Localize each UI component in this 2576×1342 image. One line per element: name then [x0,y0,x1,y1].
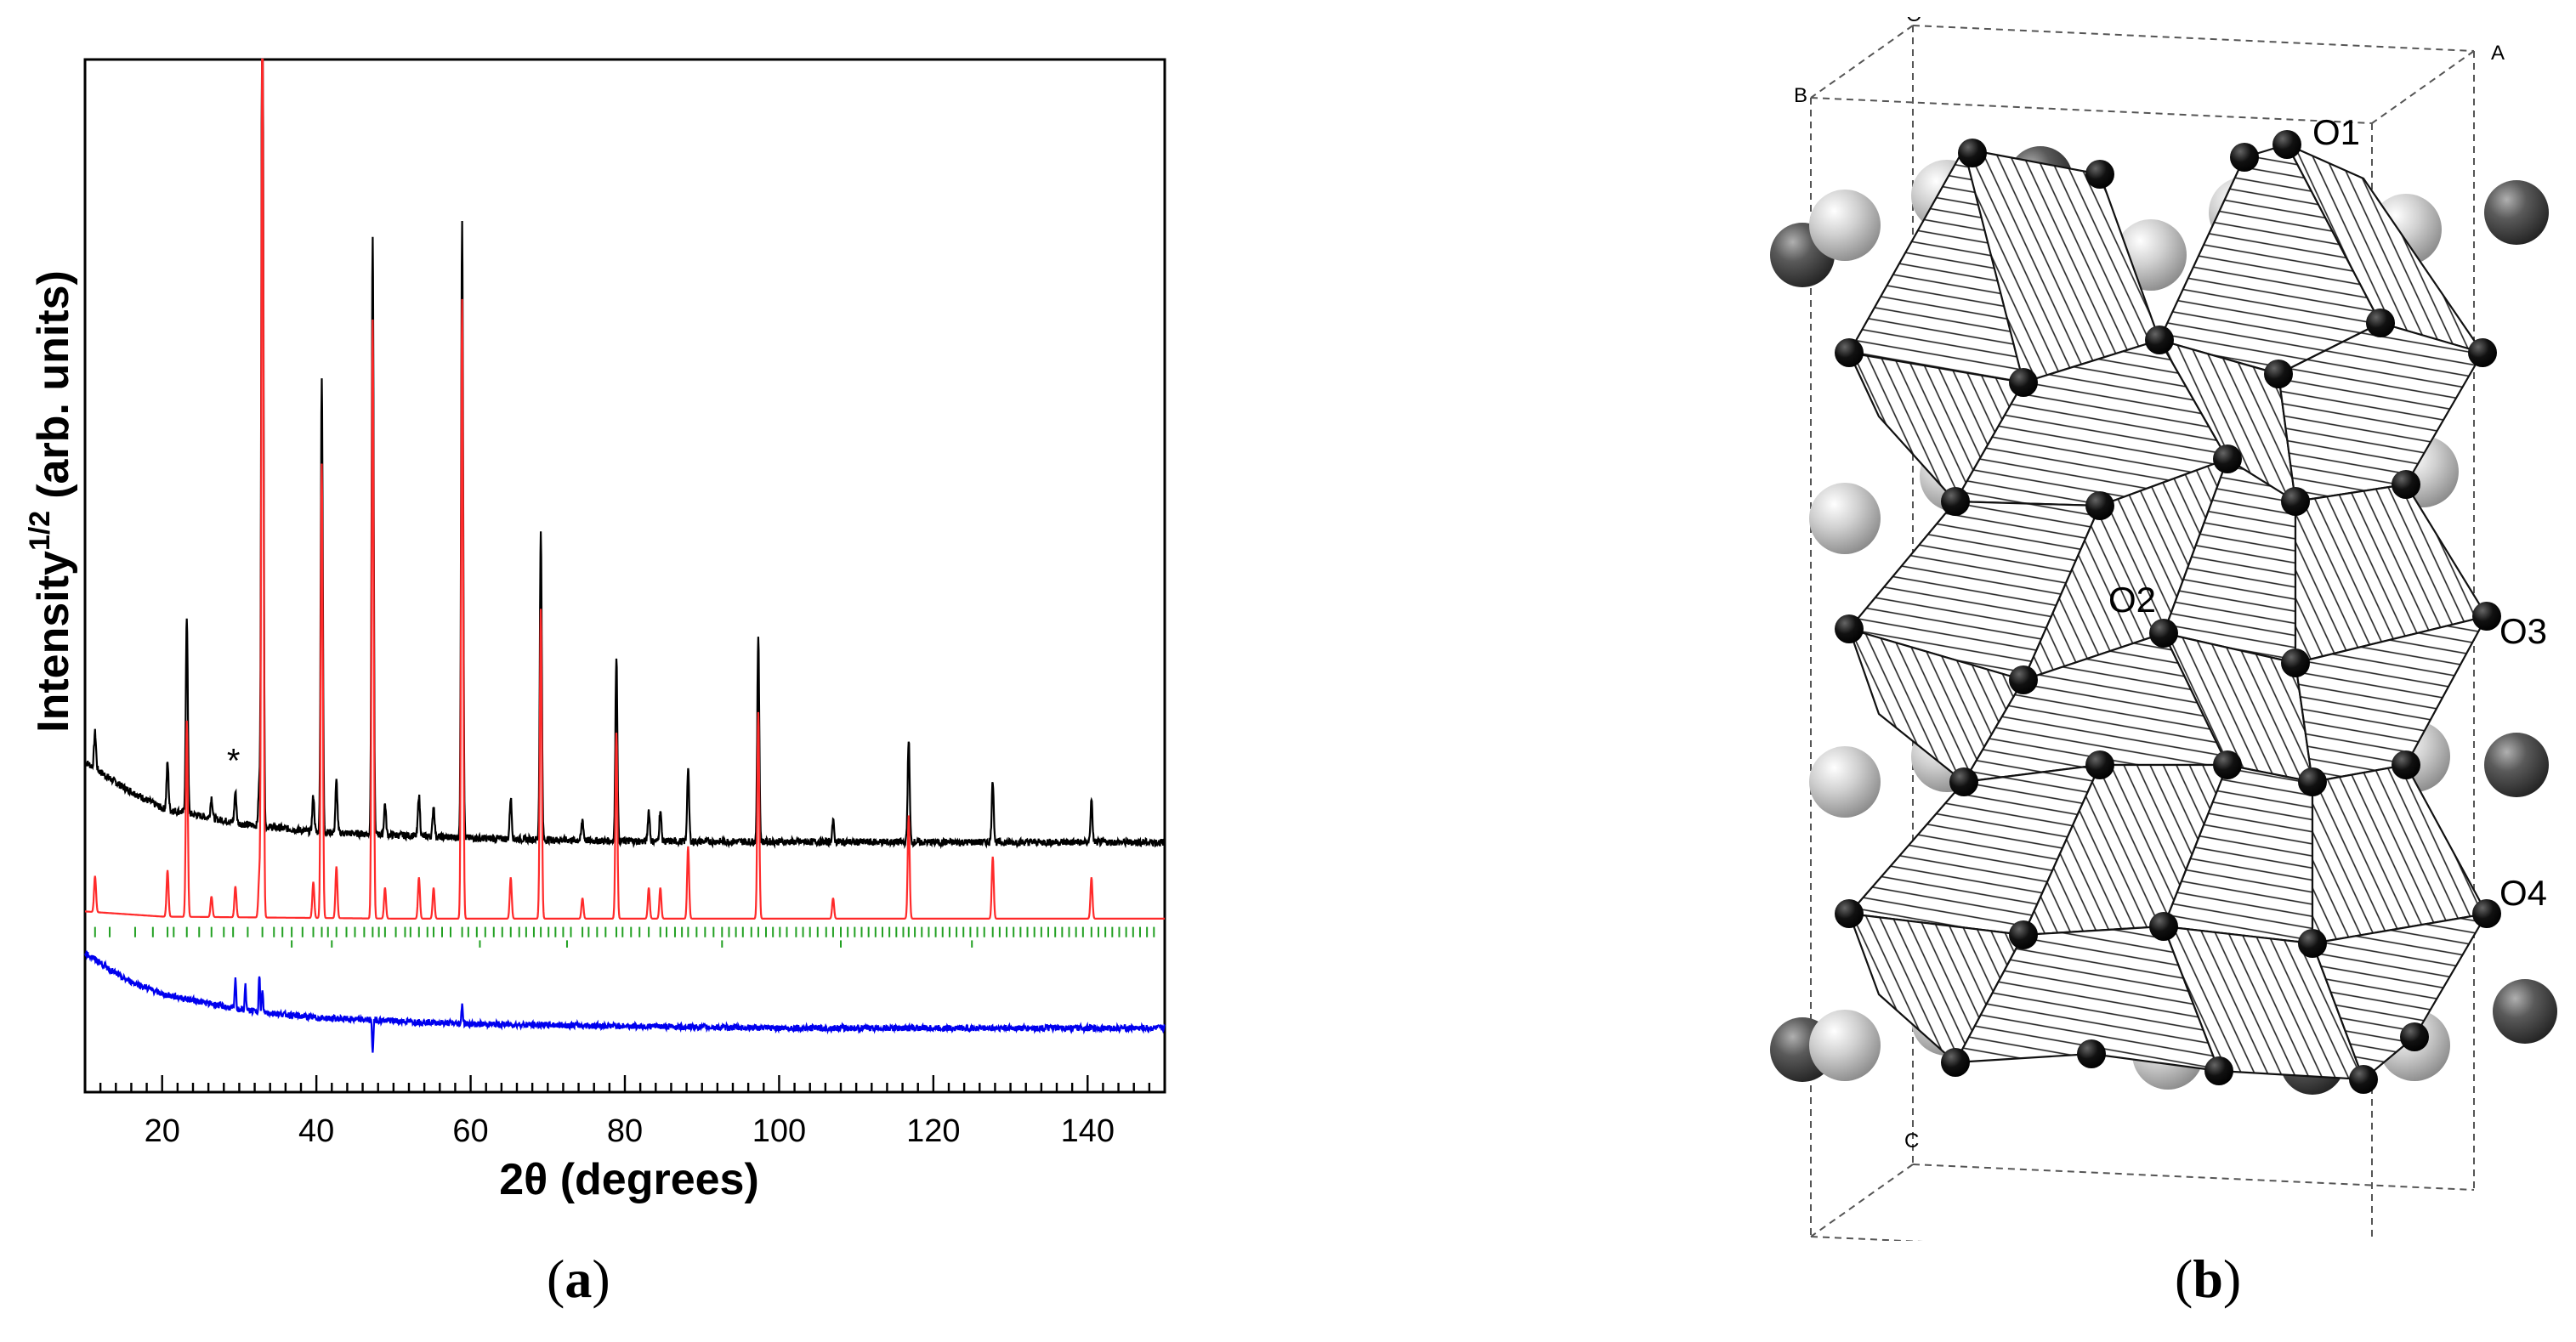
cell-corner-o: O [1906,17,1922,26]
atom-label-o2: O2 [2108,580,2156,620]
series-layer [84,58,1166,1053]
oxygen-atom [1835,614,1864,643]
a-site-cation-sphere [1809,746,1881,818]
x-axis-tick-labels: 20 40 60 80 100 120 140 [145,1113,1115,1149]
y-axis-label: Intensity [29,551,78,733]
x-tick-label: 60 [452,1113,488,1149]
atom-label-o1: O1 [2312,112,2360,152]
oxygen-atom [2213,445,2242,473]
x-tick-label: 100 [752,1113,806,1149]
oxygen-atom [2213,750,2242,779]
oxygen-atom [2281,487,2310,516]
a-site-cation-sphere [1809,483,1881,554]
x-tick-label: 140 [1061,1113,1115,1149]
observed-pattern-line [84,58,1166,850]
panel-label-a: (a) [547,1248,610,1311]
panel-a-close: ) [592,1249,610,1309]
a-site-cation-sphere [1809,1010,1881,1081]
oxygen-atom [2392,470,2420,499]
oxygen-atom [2204,1056,2233,1085]
bragg-reflection-ticks [94,926,1155,948]
oxygen-atom [2392,750,2420,779]
oxygen-atom [2400,1022,2429,1051]
oxygen-atom [1941,487,1970,516]
octahedron-face [1954,925,2221,1073]
oxygen-atom [2085,750,2114,779]
y-axis-title: Intensity1/2 (arb. units) [24,270,78,733]
y-axis-units: (arb. units) [29,270,78,499]
panel-a-letter: a [565,1249,593,1309]
oxygen-atom [2472,602,2501,631]
oxygen-atoms [1835,130,2501,1094]
panel-a-open: ( [547,1249,565,1309]
x-axis-title: 2θ (degrees) [499,1155,759,1204]
oxygen-atom [2085,160,2114,189]
oxygen-atom [1835,338,1864,367]
oxygen-atom [2281,648,2310,677]
impurity-marker: * [227,742,241,779]
oxygen-atom [2468,338,2497,367]
oxygen-atom [2230,143,2259,172]
panel-label-b: (b) [2175,1248,2241,1311]
oxygen-atom [2264,360,2293,388]
x-axis-ticks [83,1075,1166,1092]
x-tick-label: 120 [906,1113,960,1149]
oxygen-atom [2298,929,2327,958]
oxygen-atom [2077,1039,2106,1068]
y-axis-superscript: 1/2 [24,511,56,551]
oxygen-atom [2149,619,2178,648]
b-site-cation-sphere [2484,180,2549,245]
x-tick-label: 40 [298,1113,334,1149]
oxygen-atom [2472,899,2501,928]
oxygen-atom [2349,1065,2378,1094]
oxygen-atom [2085,491,2114,520]
calculated-pattern-line [85,58,1165,920]
x-tick-label: 20 [145,1113,180,1149]
oxygen-atom [2145,326,2174,354]
oxygen-atom [2272,130,2301,159]
oxygen-atom [1949,767,1978,796]
oxygen-atom [2009,920,2038,949]
octahedron-face [2277,321,2484,503]
panel-b-open: ( [2175,1249,2193,1309]
octahedra-layer [1847,143,2488,1081]
atom-label-o4: O4 [2499,873,2547,913]
oxygen-atom [2009,665,2038,694]
cell-corner-a: A [2491,42,2505,65]
crystal-structure: O A B C O1 O2 O3 O4 [1770,17,2557,1241]
panel-b-letter: b [2193,1249,2223,1309]
oxygen-atom [1958,139,1987,167]
oxygen-atom [2009,368,2038,397]
octahedron-face [2311,763,2488,945]
oxygen-atom [2298,767,2327,796]
difference-pattern-line [84,950,1166,1053]
b-site-cation-sphere [2484,733,2549,797]
a-site-cation-sphere [1809,190,1881,261]
b-site-cation-sphere [2493,979,2557,1044]
unit-cell-box [1810,25,2475,1241]
atom-label-o3: O3 [2499,611,2547,651]
oxygen-atom [1941,1048,1970,1077]
oxygen-atom [2149,912,2178,941]
cell-corner-b: B [1794,84,1807,107]
oxygen-atom [2366,309,2395,337]
x-tick-label: 80 [607,1113,643,1149]
panel-b-close: ) [2222,1249,2242,1309]
xrd-chart: 20 40 60 80 100 120 140 * 2θ (degrees) Intensi… [24,58,1166,1204]
oxygen-atom [1835,899,1864,928]
cell-corner-c: C [1904,1130,1919,1152]
